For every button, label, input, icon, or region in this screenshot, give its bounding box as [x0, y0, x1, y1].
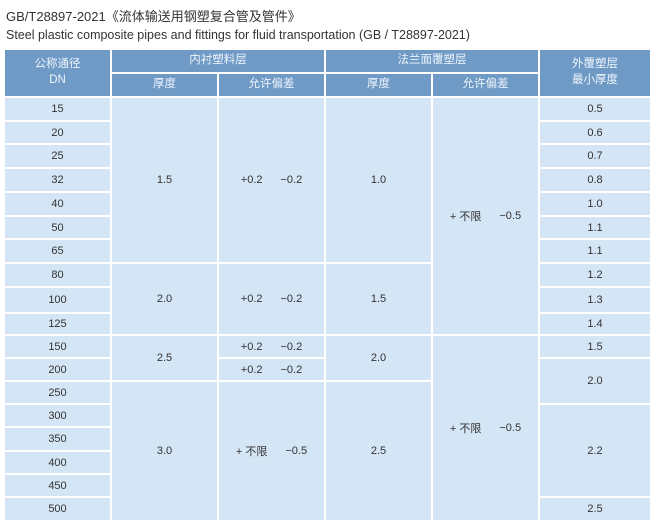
dn-cell: 150: [5, 336, 110, 357]
header-dn: 公称通径 DN: [5, 50, 110, 96]
header-flange: 法兰面覆塑层: [326, 50, 538, 72]
flange-thickness-cell: 2.5: [326, 382, 431, 520]
spec-table: 公称通径 DN 内衬塑料层 法兰面覆塑层 外覆塑层 最小厚度 厚度 允许偏差 厚度 …: [5, 50, 650, 520]
dn-cell: 200: [5, 359, 110, 380]
outer-thickness-cell: 2.2: [540, 405, 650, 496]
dn-cell: 15: [5, 98, 110, 120]
tolerance-value: +0.2: [240, 174, 263, 186]
flange-thickness-cell: 1.0: [326, 98, 431, 262]
header-outer: 外覆塑层 最小厚度: [540, 50, 650, 96]
tolerance-value: −0.2: [280, 293, 303, 305]
header-outer-label2: 最小厚度: [572, 74, 618, 86]
header-outer-label: 外覆塑层: [572, 58, 618, 71]
outer-thickness-cell: 2.5: [540, 498, 650, 520]
outer-thickness-cell: 0.7: [540, 145, 650, 167]
outer-thickness-cell: 1.2: [540, 264, 650, 286]
dn-cell: 65: [5, 240, 110, 262]
flange-tolerance-cell: + 不限 −0.5: [433, 98, 538, 334]
table-title: GB/T28897-2021《流体输送用钢塑复合管及管件》: [6, 9, 301, 24]
dn-cell: 350: [5, 428, 110, 450]
lining-tolerance-cell: +0.2 −0.2: [219, 264, 324, 334]
tolerance-value: + 不限: [449, 423, 482, 435]
tolerance-value: +0.2: [240, 363, 263, 376]
header-flange-thickness: 厚度: [326, 74, 431, 96]
tolerance-value: −0.5: [499, 210, 522, 222]
header-lining-thickness: 厚度: [112, 74, 217, 96]
tolerance-value: + 不限: [235, 446, 268, 458]
lining-thickness-cell: 2.0: [112, 264, 217, 334]
header-dn-unit: DN: [49, 74, 66, 86]
lining-thickness-cell: 2.5: [112, 336, 217, 380]
dn-cell: 100: [5, 288, 110, 312]
outer-thickness-cell: 2.0: [540, 359, 650, 403]
outer-thickness-cell: 1.0: [540, 193, 650, 215]
dn-cell: 32: [5, 169, 110, 191]
flange-thickness-cell: 1.5: [326, 264, 431, 334]
flange-thickness-cell: 2.0: [326, 336, 431, 380]
tolerance-value: + 不限: [449, 211, 482, 223]
outer-thickness-cell: 0.6: [540, 122, 650, 143]
dn-cell: 300: [5, 405, 110, 426]
dn-cell: 125: [5, 314, 110, 334]
dn-cell: 20: [5, 122, 110, 143]
dn-cell: 40: [5, 193, 110, 215]
header-lining: 内衬塑料层: [112, 50, 324, 72]
tolerance-value: +0.2: [240, 293, 263, 305]
lining-thickness-cell: 1.5: [112, 98, 217, 262]
tolerance-value: −0.2: [280, 340, 303, 353]
dn-cell: 450: [5, 475, 110, 496]
flange-tolerance-cell: + 不限 −0.5: [433, 336, 538, 520]
tolerance-value: −0.2: [280, 363, 303, 376]
header-dn-label: 公称通径: [34, 58, 81, 71]
lining-tolerance-cell: +0.2 −0.2: [219, 98, 324, 262]
dn-cell: 80: [5, 264, 110, 286]
outer-thickness-cell: 1.5: [540, 336, 650, 357]
lining-thickness-cell: 3.0: [112, 382, 217, 520]
tolerance-value: −0.5: [499, 422, 522, 434]
tolerance-value: −0.5: [285, 445, 308, 457]
dn-cell: 500: [5, 498, 110, 520]
header-flange-tolerance: 允许偏差: [433, 74, 538, 96]
outer-thickness-cell: 0.5: [540, 98, 650, 120]
lining-tolerance-cell: + 不限 −0.5: [219, 382, 324, 520]
dn-cell: 25: [5, 145, 110, 167]
lining-tolerance-cell: +0.2 −0.2: [219, 336, 324, 357]
outer-thickness-cell: 1.4: [540, 314, 650, 334]
header-lining-tolerance: 允许偏差: [219, 74, 324, 96]
outer-thickness-cell: 1.1: [540, 217, 650, 238]
tolerance-value: −0.2: [280, 174, 303, 186]
dn-cell: 400: [5, 452, 110, 473]
outer-thickness-cell: 0.8: [540, 169, 650, 191]
tolerance-value: +0.2: [240, 340, 263, 353]
lining-tolerance-cell: +0.2 −0.2: [219, 359, 324, 380]
table-subtitle: Steel plastic composite pipes and fittin…: [6, 28, 470, 42]
outer-thickness-cell: 1.3: [540, 288, 650, 312]
outer-thickness-cell: 1.1: [540, 240, 650, 262]
dn-cell: 50: [5, 217, 110, 238]
dn-cell: 250: [5, 382, 110, 403]
